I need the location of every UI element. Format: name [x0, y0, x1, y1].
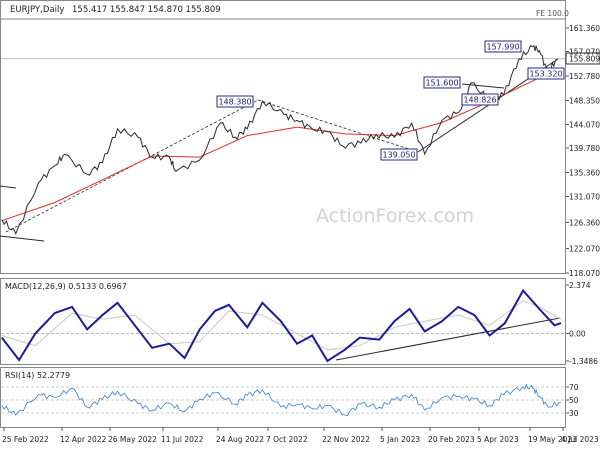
left-line-top — [0, 185, 17, 189]
label-148380: 148.380 — [216, 95, 254, 108]
price-axis-label: 135.360 — [569, 169, 600, 178]
macd-title: MACD(12,26,9) 0.5133 0.6967 — [5, 282, 127, 291]
x-axis-label: 12 Apr 2022 — [60, 435, 107, 444]
x-axis-label: 25 Feb 2022 — [2, 435, 49, 444]
label-157990: 157.990 — [484, 40, 522, 53]
price-axis-label: 148.350 — [569, 97, 600, 106]
x-axis-label: 20 Feb 2023 — [428, 435, 475, 444]
left-line-bottom — [0, 235, 45, 242]
macd-axis-label: -1.3486 — [569, 357, 598, 366]
price-axis-label: 139.780 — [569, 144, 600, 153]
svg-text:153.320: 153.320 — [529, 70, 562, 79]
x-axis-label: 22 Nov 2022 — [322, 435, 370, 444]
label-151600: 151.600 — [423, 76, 461, 89]
x-axis-label: 4 Jul 2023 — [561, 435, 599, 444]
chart-ohlc: 155.417 155.847 154.870 155.809 — [72, 5, 221, 15]
rsi-line — [1, 383, 562, 416]
price-axis-label: 157.070 — [569, 48, 600, 57]
price-panel-frame — [0, 0, 566, 274]
label-153320: 153.320 — [527, 67, 565, 80]
rsi-axis-label: 70 — [569, 383, 579, 392]
current-price-box — [565, 52, 600, 65]
rsi-axis-label: 50 — [569, 396, 579, 405]
rsi-panel-frame — [0, 367, 566, 428]
macd-panel-frame — [0, 278, 566, 365]
macd-support-trendline — [335, 317, 561, 361]
trendline-down — [257, 99, 419, 153]
svg-text:151.600: 151.600 — [425, 79, 458, 88]
price-axis-label: 122.070 — [569, 245, 600, 254]
x-axis-label: 11 Jul 2022 — [161, 435, 204, 444]
svg-text:148.380: 148.380 — [218, 98, 251, 107]
price-axis-label: 131.070 — [569, 193, 600, 202]
rsi-axis-label: 30 — [569, 409, 579, 418]
x-axis-label: 19 May 2023 — [528, 435, 577, 444]
sma-line — [1, 69, 562, 222]
x-axis-label: 7 Oct 2022 — [266, 435, 308, 444]
macd-signal-line — [1, 300, 562, 351]
svg-text:139.050: 139.050 — [382, 151, 415, 160]
price-axis-label: 152.780 — [569, 72, 600, 81]
rsi-title: RSI(14) 52.2779 — [5, 371, 70, 380]
macd-line — [1, 288, 562, 363]
chart-symbol: EURJPY,Daily — [10, 5, 64, 15]
axes: 161.360 157.070 152.780 148.350 144.070 139.7… — [2, 24, 600, 444]
price-axis-label: 126.360 — [569, 219, 600, 228]
svg-text:157.990: 157.990 — [486, 43, 519, 52]
current-price-label: 155.809 — [569, 55, 600, 64]
x-axis-label: 5 Apr 2023 — [477, 435, 519, 444]
macd-axis-label: 2.374 — [569, 281, 591, 290]
watermark: ActionForex.com — [316, 205, 474, 227]
svg-text:148.826: 148.826 — [463, 96, 496, 105]
x-axis-label: 26 May 2022 — [108, 435, 157, 444]
x-axis-label: 5 Jan 2023 — [380, 435, 420, 444]
x-axis-label: 24 Aug 2022 — [216, 435, 264, 444]
price-axis-label: 118.070 — [569, 269, 600, 278]
price-axis-label: 144.070 — [569, 121, 600, 130]
fe-label: FE 100.0 — [536, 9, 569, 18]
price-axis-label: 161.360 — [569, 24, 600, 33]
triangle-top — [461, 83, 505, 89]
label-148826: 148.826 — [461, 93, 499, 106]
macd-axis-label: 0.00 — [569, 330, 586, 339]
label-139050: 139.050 — [380, 148, 418, 161]
